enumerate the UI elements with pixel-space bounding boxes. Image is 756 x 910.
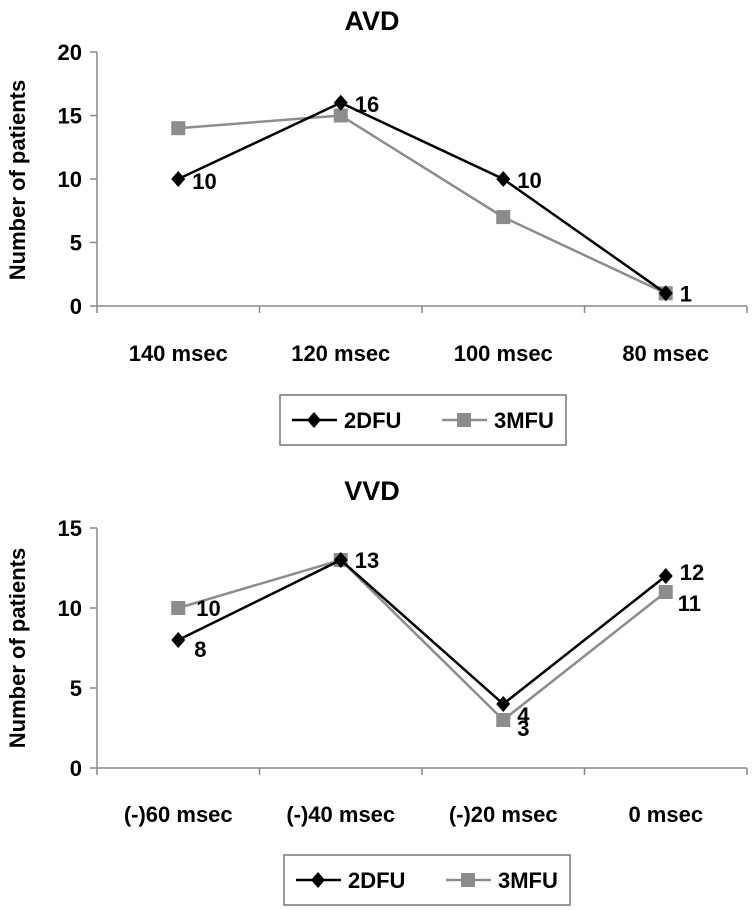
legend-label-2dfu: 2DFU [348,868,405,893]
data-label: 1 [680,281,692,306]
y-tick-label: 15 [58,516,82,541]
point-2dfu [171,632,186,648]
data-label: 10 [196,596,220,621]
point-2dfu [171,171,186,187]
chart-title: AVD [344,6,399,36]
y-axis-label: Number of patients [5,548,30,748]
point-2dfu [658,285,673,302]
data-label: 10 [517,168,541,193]
chart-title: VVD [344,476,400,506]
point-2dfu [658,568,673,584]
legend-label-3mfu: 3MFU [498,868,558,893]
data-label: 11 [678,591,701,616]
data-label: 16 [355,92,379,117]
y-tick-label: 20 [58,40,82,65]
y-axis-label: Number of patients [5,80,30,280]
series-line-2dfu [177,101,667,295]
x-tick-label: 100 msec [454,341,553,366]
point-3mfu [496,210,511,225]
point-3mfu [333,108,348,123]
series-line-3mfu [178,114,667,295]
y-tick-label: 15 [58,104,82,129]
legend: 2DFU 3MFU [283,854,571,906]
x-tick-label: 120 msec [291,341,390,366]
x-tick-label: 0 msec [628,802,703,827]
point-2dfu [496,696,511,712]
y-tick-label: 0 [70,294,82,319]
legend-marker-diamond [307,412,321,428]
y-tick-label: 5 [70,676,82,701]
point-3mfu [171,601,186,615]
data-label: 10 [192,169,216,194]
y-tick-label: 5 [70,231,82,256]
legend-label-2dfu: 2DFU [344,408,401,433]
point-3mfu [171,121,186,136]
legend-marker-square [457,413,471,427]
data-label: 3 [517,716,529,741]
point-2dfu [333,94,348,111]
legend-box [283,854,571,906]
legend-box [279,394,567,446]
x-tick-label: (-)20 msec [449,802,558,827]
series-line-2dfu [177,558,667,706]
series-line-3mfu [177,558,667,722]
x-tick-label: 140 msec [129,341,228,366]
data-label: 12 [680,560,704,585]
point-2dfu [333,552,348,568]
y-tick-label: 0 [70,756,82,781]
x-tick-label: 80 msec [622,341,709,366]
legend-label-3mfu: 3MFU [494,408,554,433]
x-tick-label: (-)40 msec [286,802,395,827]
chart-vvd: VVD Number of patients 0 5 10 15 (-)60 msec (-)… [5,476,748,906]
point-2dfu [496,171,511,187]
data-label: 4 [517,703,530,728]
legend-marker-diamond [311,872,325,888]
y-tick-label: 10 [58,596,82,621]
legend-marker-square [461,873,475,887]
point-3mfu [658,585,673,599]
x-tick-label: (-)60 msec [124,802,233,827]
data-label: 8 [194,637,206,662]
legend: 2DFU 3MFU [279,394,567,446]
data-label: 13 [355,548,379,573]
point-3mfu [496,713,511,727]
y-tick-label: 10 [58,167,82,192]
chart-avd: AVD Number of patients 0 5 10 15 20 140 msec 120… [5,6,748,446]
